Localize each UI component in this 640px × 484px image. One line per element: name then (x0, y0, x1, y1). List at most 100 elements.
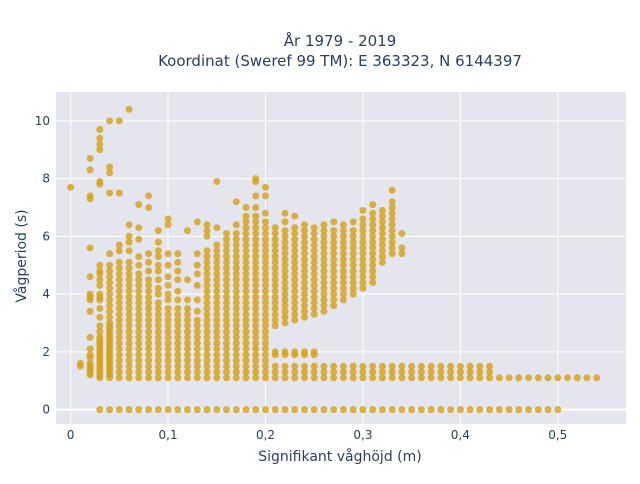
data-point (417, 406, 425, 414)
data-point (203, 264, 211, 272)
data-point (86, 290, 94, 298)
data-point (115, 368, 123, 376)
data-point (145, 192, 153, 200)
data-point (125, 316, 133, 324)
data-point (262, 357, 269, 364)
data-point (213, 241, 221, 249)
data-point (164, 368, 172, 376)
data-point (203, 357, 211, 364)
data-point (232, 264, 240, 272)
data-point (252, 357, 260, 364)
data-point (193, 218, 201, 226)
data-point (339, 406, 347, 414)
data-point (106, 163, 114, 171)
data-point (223, 357, 230, 364)
data-point (291, 270, 299, 278)
data-point (174, 287, 182, 295)
data-point (339, 221, 347, 229)
data-point (232, 276, 240, 284)
data-point (281, 290, 289, 298)
data-point (427, 368, 435, 376)
data-point (125, 293, 133, 301)
data-point (252, 316, 260, 324)
data-point (125, 333, 133, 341)
data-point (262, 406, 269, 414)
data-point (232, 357, 240, 364)
data-point (232, 339, 240, 347)
data-point (369, 232, 377, 240)
data-point (388, 227, 396, 235)
data-point (154, 276, 162, 284)
data-point (135, 310, 143, 318)
data-point (359, 284, 367, 292)
data-point (378, 230, 386, 237)
data-point (301, 255, 308, 263)
data-point (593, 374, 601, 382)
data-point (252, 310, 260, 318)
data-point (447, 374, 455, 382)
data-point (330, 255, 338, 263)
data-point (252, 247, 260, 255)
data-point (203, 221, 211, 229)
data-point (554, 374, 562, 382)
data-point (115, 351, 123, 359)
data-point (223, 310, 230, 318)
data-point (369, 244, 377, 252)
data-point (427, 406, 435, 414)
data-point (349, 232, 357, 240)
data-point (349, 290, 357, 298)
data-point (135, 368, 143, 376)
data-point (184, 351, 191, 359)
data-point (96, 276, 104, 284)
data-point (271, 368, 279, 376)
data-point (106, 290, 114, 298)
data-point (184, 227, 191, 235)
data-point (193, 328, 201, 336)
data-point (271, 322, 279, 330)
x-tick-label: 0,1 (159, 428, 178, 442)
data-point (125, 238, 133, 246)
data-point (213, 406, 221, 414)
data-point (193, 281, 201, 289)
data-point (106, 302, 114, 310)
data-point (310, 224, 318, 232)
data-point (281, 238, 289, 246)
data-point (271, 270, 279, 278)
data-point (145, 276, 153, 284)
data-point (125, 105, 133, 113)
data-point (291, 230, 299, 237)
data-point (223, 247, 230, 255)
data-point (203, 339, 211, 347)
data-point (447, 406, 455, 414)
data-point (115, 287, 123, 295)
data-point (369, 201, 377, 209)
data-point (174, 322, 182, 330)
data-point (320, 307, 328, 315)
data-point (203, 328, 211, 336)
data-point (262, 287, 269, 295)
data-point (135, 322, 143, 330)
data-point (145, 339, 153, 347)
data-point (86, 359, 94, 367)
data-point (213, 276, 221, 284)
data-point (476, 368, 484, 376)
data-point (486, 362, 494, 370)
data-point (349, 227, 357, 235)
data-point (242, 328, 250, 336)
data-point (310, 258, 318, 266)
data-point (271, 258, 279, 266)
data-point (232, 316, 240, 324)
data-point (349, 279, 357, 286)
data-point (271, 230, 279, 237)
data-point (135, 276, 143, 284)
data-point (213, 316, 221, 324)
data-point (378, 368, 386, 376)
data-point (203, 270, 211, 278)
data-point (242, 322, 250, 330)
data-point (125, 357, 133, 364)
data-point (203, 368, 211, 376)
data-point (398, 368, 406, 376)
data-point (223, 293, 230, 301)
data-point (96, 322, 104, 330)
